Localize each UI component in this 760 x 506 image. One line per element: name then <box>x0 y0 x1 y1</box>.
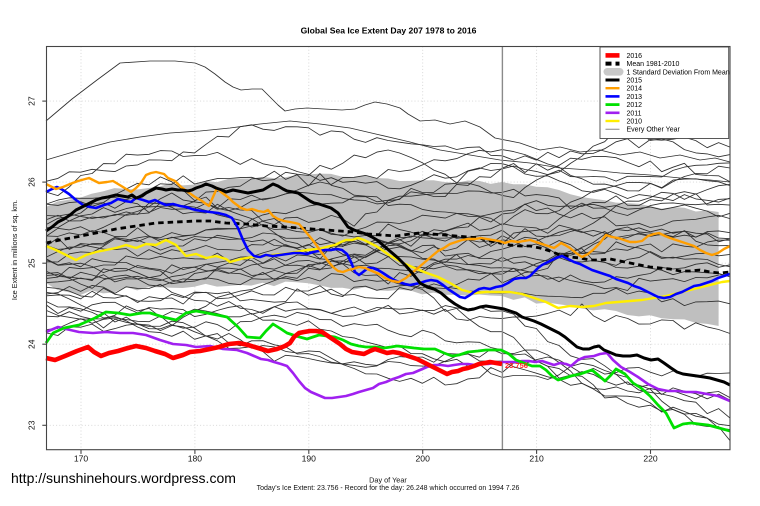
svg-text:210: 210 <box>529 454 544 464</box>
svg-text:2013: 2013 <box>627 94 643 101</box>
svg-text:1 Standard Deviation From Mean: 1 Standard Deviation From Mean <box>627 69 730 76</box>
svg-text:180: 180 <box>188 454 203 464</box>
svg-text:23: 23 <box>27 420 37 430</box>
svg-text:24: 24 <box>27 339 37 349</box>
svg-text:23.756: 23.756 <box>505 361 528 370</box>
svg-text:2015: 2015 <box>627 78 643 85</box>
svg-text:170: 170 <box>74 454 89 464</box>
svg-text:Every Other Year: Every Other Year <box>627 127 681 134</box>
svg-text:25: 25 <box>27 258 37 268</box>
svg-text:Mean 1981-2010: Mean 1981-2010 <box>627 61 680 68</box>
svg-text:220: 220 <box>643 454 658 464</box>
svg-text:Today's Ice Extent: 23.756 -: Today's Ice Extent: 23.756 - Record for … <box>257 485 520 492</box>
svg-text:2016: 2016 <box>627 53 643 60</box>
svg-text:Day of Year: Day of Year <box>369 476 407 485</box>
svg-text:Ice Extent in millions of sq.: Ice Extent in millions of sq. km. <box>10 200 19 300</box>
svg-text:Global Sea Ice Extent Day 207: Global Sea Ice Extent Day 207 1978 to 20… <box>301 26 477 36</box>
svg-text:2014: 2014 <box>627 86 643 93</box>
svg-text:http://sunshinehours.wordpress: http://sunshinehours.wordpress.com <box>11 470 236 486</box>
svg-text:2010: 2010 <box>627 119 643 126</box>
svg-text:27: 27 <box>27 96 37 106</box>
svg-text:2011: 2011 <box>627 110 642 117</box>
svg-text:190: 190 <box>302 454 317 464</box>
svg-text:200: 200 <box>416 454 431 464</box>
svg-text:2012: 2012 <box>627 102 643 109</box>
svg-text:26: 26 <box>27 177 37 187</box>
